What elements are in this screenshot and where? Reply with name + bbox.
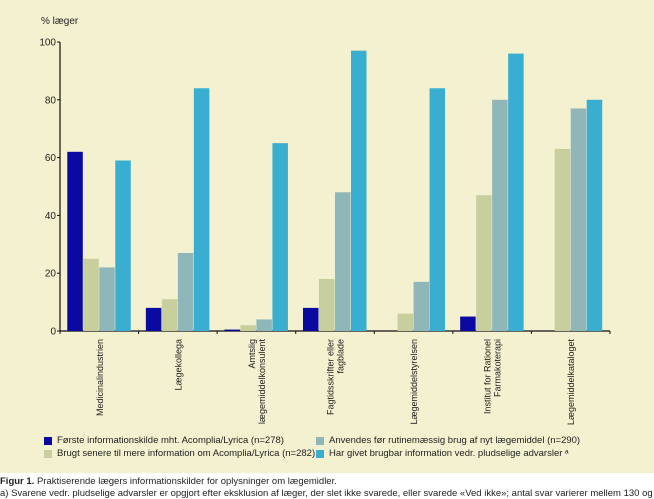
legend-label: Første informationskilde mht. Acomplia/L…: [57, 435, 284, 446]
bars: [67, 50, 603, 332]
bar-series-3: [115, 160, 131, 331]
bar-series-1: [319, 278, 335, 331]
legend-item: Anvendes før rutinemæssig brug af nyt læ…: [316, 434, 580, 447]
bar-series-2: [413, 281, 430, 331]
x-tick-label-line: Lægekollega: [173, 339, 183, 391]
caption-label: Figur 1.: [0, 476, 35, 487]
bar-series-2: [99, 267, 115, 331]
y-tick-label: 60: [45, 153, 57, 164]
legend-label: Brugt senere til mere information om Aco…: [57, 448, 316, 459]
legend-swatch-series-0: [44, 436, 52, 445]
legend-item: Første informationskilde mht. Acomplia/L…: [44, 434, 315, 447]
x-tick-label-line: Lægemiddelstyrelsen: [409, 339, 419, 425]
bar-series-1: [476, 195, 492, 331]
x-tick-label-line: Medicinalindustrien: [95, 339, 105, 416]
y-axis: 0 20 40 60 80 100: [39, 38, 61, 338]
bar-series-0: [67, 151, 83, 331]
x-tick-label-line: Institut for Rationel: [483, 339, 493, 414]
bar-series-2: [335, 192, 351, 331]
bar-series-2: [492, 99, 508, 331]
x-tick-label: Amtslig lægemiddelkonsulent: [247, 339, 267, 425]
bar-series-3: [508, 53, 524, 332]
bar-series-3: [586, 99, 603, 331]
bar-series-3: [351, 50, 367, 332]
legend-right: Anvendes før rutinemæssig brug af nyt læ…: [316, 434, 580, 460]
x-tick-label-line: Fagtidsskrifter eller: [326, 339, 336, 415]
legend-swatch-series-1: [44, 449, 52, 458]
y-tick-label: 80: [45, 95, 57, 106]
x-tick-label: Lægemiddelkataloget: [566, 339, 576, 426]
bar-series-0: [224, 329, 240, 331]
x-tick-label: Lægekollega: [173, 339, 183, 391]
y-tick-label: 20: [45, 269, 57, 280]
x-tick-label: Lægemiddelstyrelsen: [409, 339, 419, 425]
x-tick-label-line: Lægemiddelkataloget: [566, 339, 576, 426]
figure-caption: Figur 1. Praktiserende lægers informatio…: [0, 476, 337, 487]
x-tick-label: Medicinalindustrien: [95, 339, 105, 416]
bar-series-1: [83, 258, 99, 331]
caption-title: Praktiserende lægers informationskilder …: [34, 476, 337, 487]
bar-series-1: [240, 325, 256, 331]
bar-series-2: [256, 319, 272, 331]
figure-panel: [0, 0, 654, 473]
y-tick-label: 100: [39, 38, 56, 49]
x-tick-labels: Medicinalindustrien Lægekollega Amtslig læg…: [95, 339, 576, 426]
y-tick-label: 0: [50, 327, 56, 338]
legend-swatch-series-3: [316, 449, 324, 458]
bar-series-0: [460, 316, 476, 331]
legend-swatch-series-2: [316, 436, 324, 445]
x-tick-label-line: Farmakoterapi: [493, 339, 503, 397]
legend-label: Anvendes før rutinemæssig brug af nyt læ…: [329, 435, 581, 446]
y-axis-label: % læger: [41, 16, 79, 27]
bar-series-0: [145, 307, 162, 331]
bar-series-3: [272, 143, 288, 331]
bar-series-1: [397, 313, 414, 331]
legend-item: Har givet brugbar information vedr. plud…: [316, 447, 580, 460]
caption-footnote: a) Svarene vedr. pludselige advarsler er…: [0, 488, 654, 499]
bar-series-2: [177, 252, 194, 331]
bar-series-3: [429, 88, 446, 332]
x-axis: [59, 330, 611, 334]
legend-item: Brugt senere til mere information om Aco…: [44, 447, 315, 460]
x-tick-label: Institut for Rationel Farmakoterapi: [483, 339, 503, 414]
y-tick-label: 40: [45, 211, 57, 222]
bar-chart: % læger 0 20 40 60 80 100 Medicinalindustrien…: [39, 16, 611, 426]
legend-label: Har givet brugbar information vedr. plud…: [329, 448, 569, 459]
bar-series-0: [303, 307, 319, 331]
x-tick-label-line: lægemiddelkonsulent: [257, 339, 267, 425]
bar-series-1: [554, 148, 571, 331]
x-tick-label-line: Amtslig: [247, 339, 257, 369]
x-tick-label-line: fagblade: [336, 339, 346, 374]
bar-series-1: [161, 299, 178, 331]
bar-series-3: [193, 88, 210, 332]
bar-series-2: [570, 108, 587, 331]
x-tick-label: Fagtidsskrifter eller fagblade: [326, 339, 346, 415]
legend-left: Første informationskilde mht. Acomplia/L…: [44, 434, 315, 460]
